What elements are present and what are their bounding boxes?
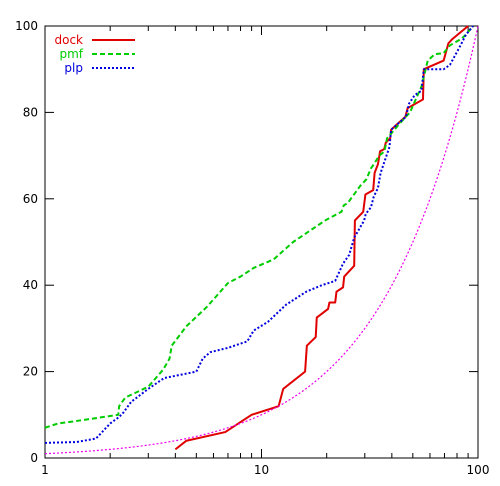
- dock-series-line: [174, 25, 469, 451]
- plp-series-line: [44, 25, 474, 444]
- legend-label-plp: plp: [64, 61, 83, 75]
- tick-layer: 0 20 40 60 80 100 1 10 100: [15, 19, 489, 477]
- pmf-series-line: [44, 25, 474, 429]
- x-tick-label: 1: [41, 463, 49, 477]
- y-tick-label: 100: [15, 19, 38, 33]
- y-tick-label: 40: [23, 278, 38, 292]
- reference-curve-series-line: [44, 25, 479, 455]
- series-layer: [44, 25, 479, 455]
- legend-label-pmf: pmf: [59, 47, 83, 61]
- y-tick-label: 60: [23, 192, 38, 206]
- x-tick-label: 10: [254, 463, 269, 477]
- x-tick-label: 100: [467, 463, 490, 477]
- y-tick-label: 80: [23, 105, 38, 119]
- legend-label-dock: dock: [54, 33, 83, 47]
- y-tick-label: 0: [30, 451, 38, 465]
- y-tick-label: 20: [23, 365, 38, 379]
